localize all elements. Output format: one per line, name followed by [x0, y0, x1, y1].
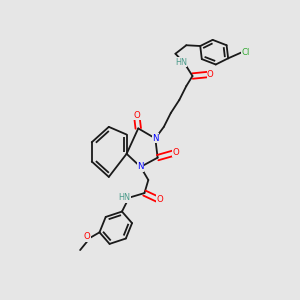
Text: O: O [157, 195, 163, 204]
Text: HN: HN [175, 58, 187, 67]
Text: N: N [137, 162, 144, 171]
Text: N: N [152, 134, 159, 143]
Text: O: O [133, 111, 140, 120]
Text: O: O [207, 70, 214, 79]
Text: Cl: Cl [242, 48, 250, 57]
Text: HN: HN [118, 193, 130, 202]
Text: O: O [172, 148, 179, 157]
Text: O: O [84, 232, 91, 242]
